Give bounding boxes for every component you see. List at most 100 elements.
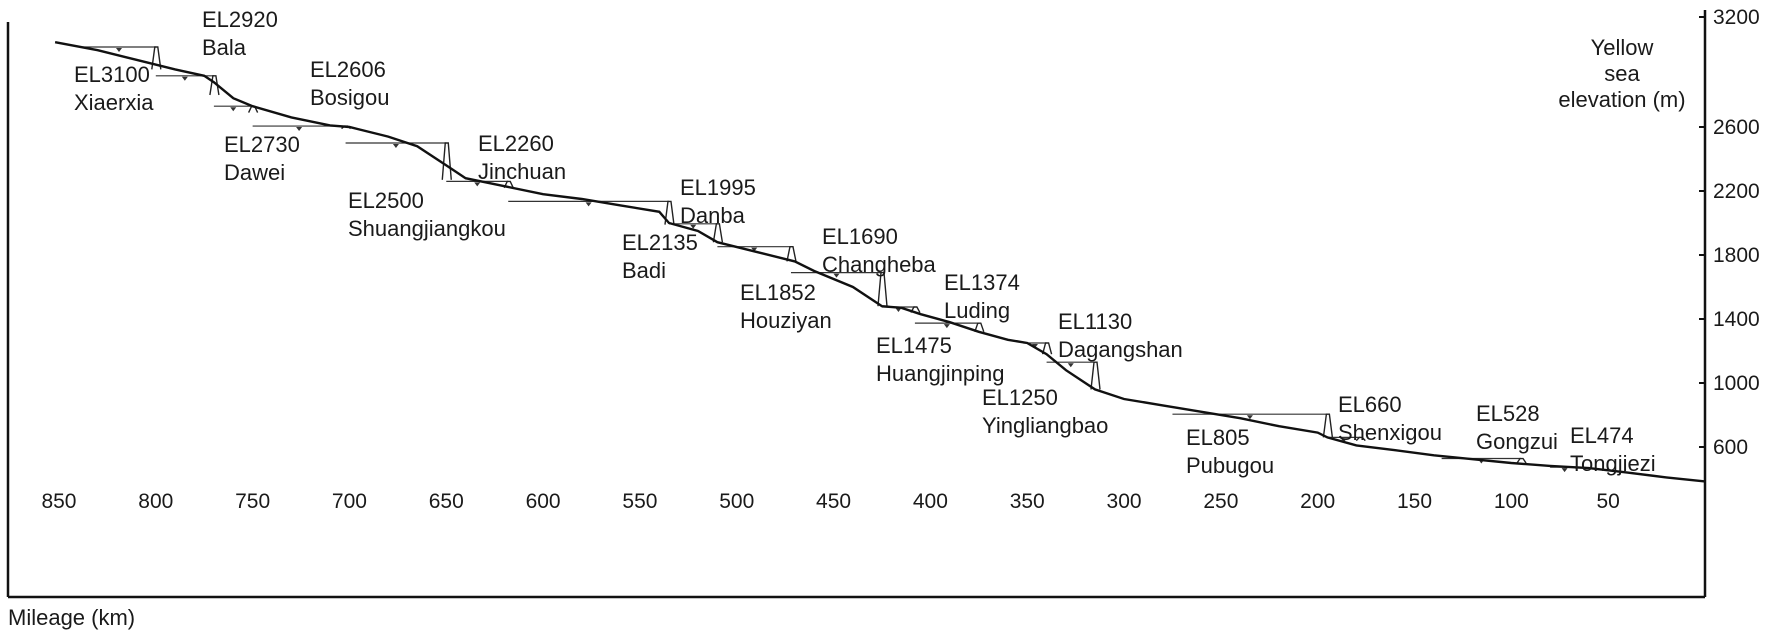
station-label: EL1374 Luding — [944, 270, 1020, 323]
x-tick-label: 550 — [622, 490, 657, 513]
station-label: EL805 Pubugou — [1186, 425, 1274, 478]
station-elevation: EL2730 — [224, 132, 300, 157]
station-label: EL3100 Xiaerxia — [74, 62, 154, 115]
water-level-marker — [1031, 344, 1038, 348]
x-axis-title: Mileage (km) — [8, 605, 135, 630]
dam-wedge — [786, 245, 797, 262]
dam-wedge — [151, 46, 162, 70]
station-elevation: EL805 — [1186, 425, 1250, 450]
water-level-marker — [585, 202, 592, 207]
station-label: EL528 Gongzui — [1476, 401, 1558, 454]
water-level-marker — [690, 224, 697, 229]
station-label: EL2730 Dawei — [224, 132, 300, 185]
station-name: Pubugou — [1186, 453, 1274, 478]
station-name: Luding — [944, 298, 1010, 323]
x-tick-label: 800 — [138, 490, 173, 513]
station-label: EL1690 Changheba — [822, 224, 937, 277]
water-level-marker — [1067, 363, 1074, 368]
y-axis-title-line: Yellow — [1591, 35, 1654, 60]
dam-wedge — [1355, 436, 1366, 442]
station-label: EL474 Tongjiezi — [1570, 423, 1656, 476]
y-tick-label: 600 — [1713, 436, 1748, 459]
station-name: Dagangshan — [1058, 337, 1183, 362]
y-axis-title-line: elevation (m) — [1558, 87, 1685, 112]
dam-wedge — [712, 223, 724, 243]
y-axis-title: Yellow sea elevation (m) — [1558, 35, 1685, 112]
station-elevation: EL474 — [1570, 423, 1634, 448]
dam-wedge — [1090, 361, 1101, 390]
dam-wedge — [1041, 342, 1053, 355]
dam-wedge — [974, 322, 985, 333]
x-tick-label: 150 — [1397, 490, 1432, 513]
station-elevation: EL2135 — [622, 230, 698, 255]
water-level-marker — [116, 48, 123, 52]
station-elevation: EL2260 — [478, 131, 554, 156]
water-level-marker — [474, 182, 481, 187]
x-tick-label: 50 — [1596, 490, 1619, 513]
x-tick-label: 700 — [332, 490, 367, 513]
y-tick-labels: 600 1000 1400 1800 2200 2600 3200 — [1699, 6, 1760, 459]
station-name: Xiaerxia — [74, 90, 154, 115]
water-level-marker — [751, 247, 758, 252]
water-level-marker — [895, 308, 902, 312]
x-tick-label: 650 — [429, 490, 464, 513]
x-tick-label: 500 — [719, 490, 754, 513]
station-name: Huangjinping — [876, 361, 1004, 386]
y-tick-label: 2600 — [1713, 116, 1760, 139]
x-tick-label: 300 — [1107, 490, 1142, 513]
dam-wedge — [1322, 413, 1334, 438]
station-elevation: EL1995 — [680, 175, 756, 200]
station-name: Yingliangbao — [982, 413, 1108, 438]
riverbed-profile-line — [54, 41, 1706, 483]
x-tick-label: 400 — [913, 490, 948, 513]
station-label: EL660 Shenxigou — [1338, 392, 1442, 445]
station-name: Shenxigou — [1338, 420, 1442, 445]
station-name: Bosigou — [310, 85, 390, 110]
dam-wedge — [664, 200, 675, 225]
station-elevation: EL1690 — [822, 224, 898, 249]
station-label: EL2260 Jinchuan — [478, 131, 566, 184]
station-elevation: EL1852 — [740, 280, 816, 305]
x-tick-label: 350 — [1010, 490, 1045, 513]
station-label: EL2500 Shuangjiangkou — [348, 188, 506, 241]
x-tick-label: 450 — [816, 490, 851, 513]
y-axis-title-line: sea — [1604, 61, 1640, 86]
station-name: Dawei — [224, 160, 285, 185]
dam-wedge — [441, 142, 452, 180]
water-level-marker — [833, 273, 840, 278]
dam-wedge — [877, 271, 888, 307]
station-name: Danba — [680, 203, 746, 228]
y-tick-label: 1800 — [1713, 244, 1760, 267]
dam-wedge — [910, 306, 921, 313]
station-elevation: EL1374 — [944, 270, 1020, 295]
station-name: Changheba — [822, 252, 937, 277]
x-tick-label: 100 — [1494, 490, 1529, 513]
x-tick-label: 250 — [1203, 490, 1238, 513]
station-label: EL1995 Danba — [680, 175, 756, 228]
station-name: Shuangjiangkou — [348, 216, 506, 241]
station-label: EL2920 Bala — [202, 7, 278, 60]
water-level-marker — [296, 127, 303, 132]
station-name: Tongjiezi — [1570, 451, 1656, 476]
station-elevation: EL2500 — [348, 188, 424, 213]
station-elevation: EL2606 — [310, 57, 386, 82]
water-level-marker — [181, 76, 188, 81]
station-elevation: EL1475 — [876, 333, 952, 358]
y-tick-label: 3200 — [1713, 6, 1760, 29]
x-tick-label: 750 — [235, 490, 270, 513]
y-tick-label: 1400 — [1713, 308, 1760, 331]
station-elevation: EL1130 — [1058, 309, 1132, 334]
station-elevation: EL528 — [1476, 401, 1540, 426]
water-level-marker — [943, 324, 950, 329]
station-name: Gongzui — [1476, 429, 1558, 454]
y-tick-label: 1000 — [1713, 372, 1760, 395]
x-tick-label: 850 — [41, 490, 76, 513]
station-label: EL2606 Bosigou — [310, 57, 390, 110]
x-tick-labels: 850 800 750 700 650 600 550 500 450 400 350 300 250 2… — [41, 490, 1619, 513]
water-level-marker — [1246, 415, 1253, 420]
x-tick-label: 200 — [1300, 490, 1335, 513]
station-name: Bala — [202, 35, 247, 60]
station-label: EL1130 Dagangshan — [1058, 309, 1183, 362]
chart-axes — [6, 10, 1707, 599]
